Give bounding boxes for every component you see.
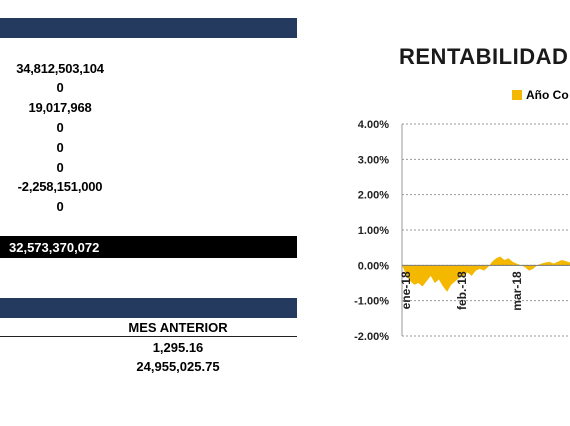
- value-cell: 19,017,968: [28, 100, 92, 115]
- area-series: [402, 256, 570, 292]
- value-cell: 1,295.16: [152, 340, 204, 355]
- y-tick-label: 1.00%: [358, 225, 389, 237]
- x-tick-label: ene-18: [399, 271, 413, 309]
- y-tick-label: 0.00%: [358, 260, 389, 272]
- value-cell: 0: [56, 80, 64, 95]
- legend-label: Año Co: [526, 88, 569, 102]
- legend-swatch: [512, 90, 522, 100]
- column-header-underline: [0, 336, 297, 337]
- total-value: 32,573,370,072: [9, 239, 100, 255]
- y-tick-label: 2.00%: [358, 190, 389, 202]
- y-tick-label: -2.00%: [354, 331, 389, 343]
- column-header-mes-anterior: MES ANTERIOR: [128, 320, 228, 335]
- value-cell: -2,258,151,000: [17, 179, 103, 194]
- chart-legend: Año Co: [512, 88, 569, 102]
- section-header-bar-bottom: [0, 298, 297, 318]
- value-cell: 34,812,503,104: [16, 61, 104, 76]
- y-tick-label: 3.00%: [358, 154, 389, 166]
- y-tick-label: -1.00%: [354, 296, 389, 308]
- chart-title: RENTABILIDAD: [399, 44, 569, 69]
- x-tick-label: mar-18: [510, 271, 524, 311]
- section-header-bar-top: [0, 18, 297, 38]
- x-tick-label: feb.-18: [455, 271, 469, 310]
- value-cell: 0: [56, 199, 64, 214]
- value-cell: 0: [56, 160, 64, 175]
- value-cell: 0: [56, 120, 64, 135]
- value-cell: 24,955,025.75: [136, 359, 220, 374]
- total-row: 32,573,370,072: [0, 236, 297, 258]
- y-tick-label: 4.00%: [358, 119, 389, 131]
- value-cell: 0: [56, 140, 64, 155]
